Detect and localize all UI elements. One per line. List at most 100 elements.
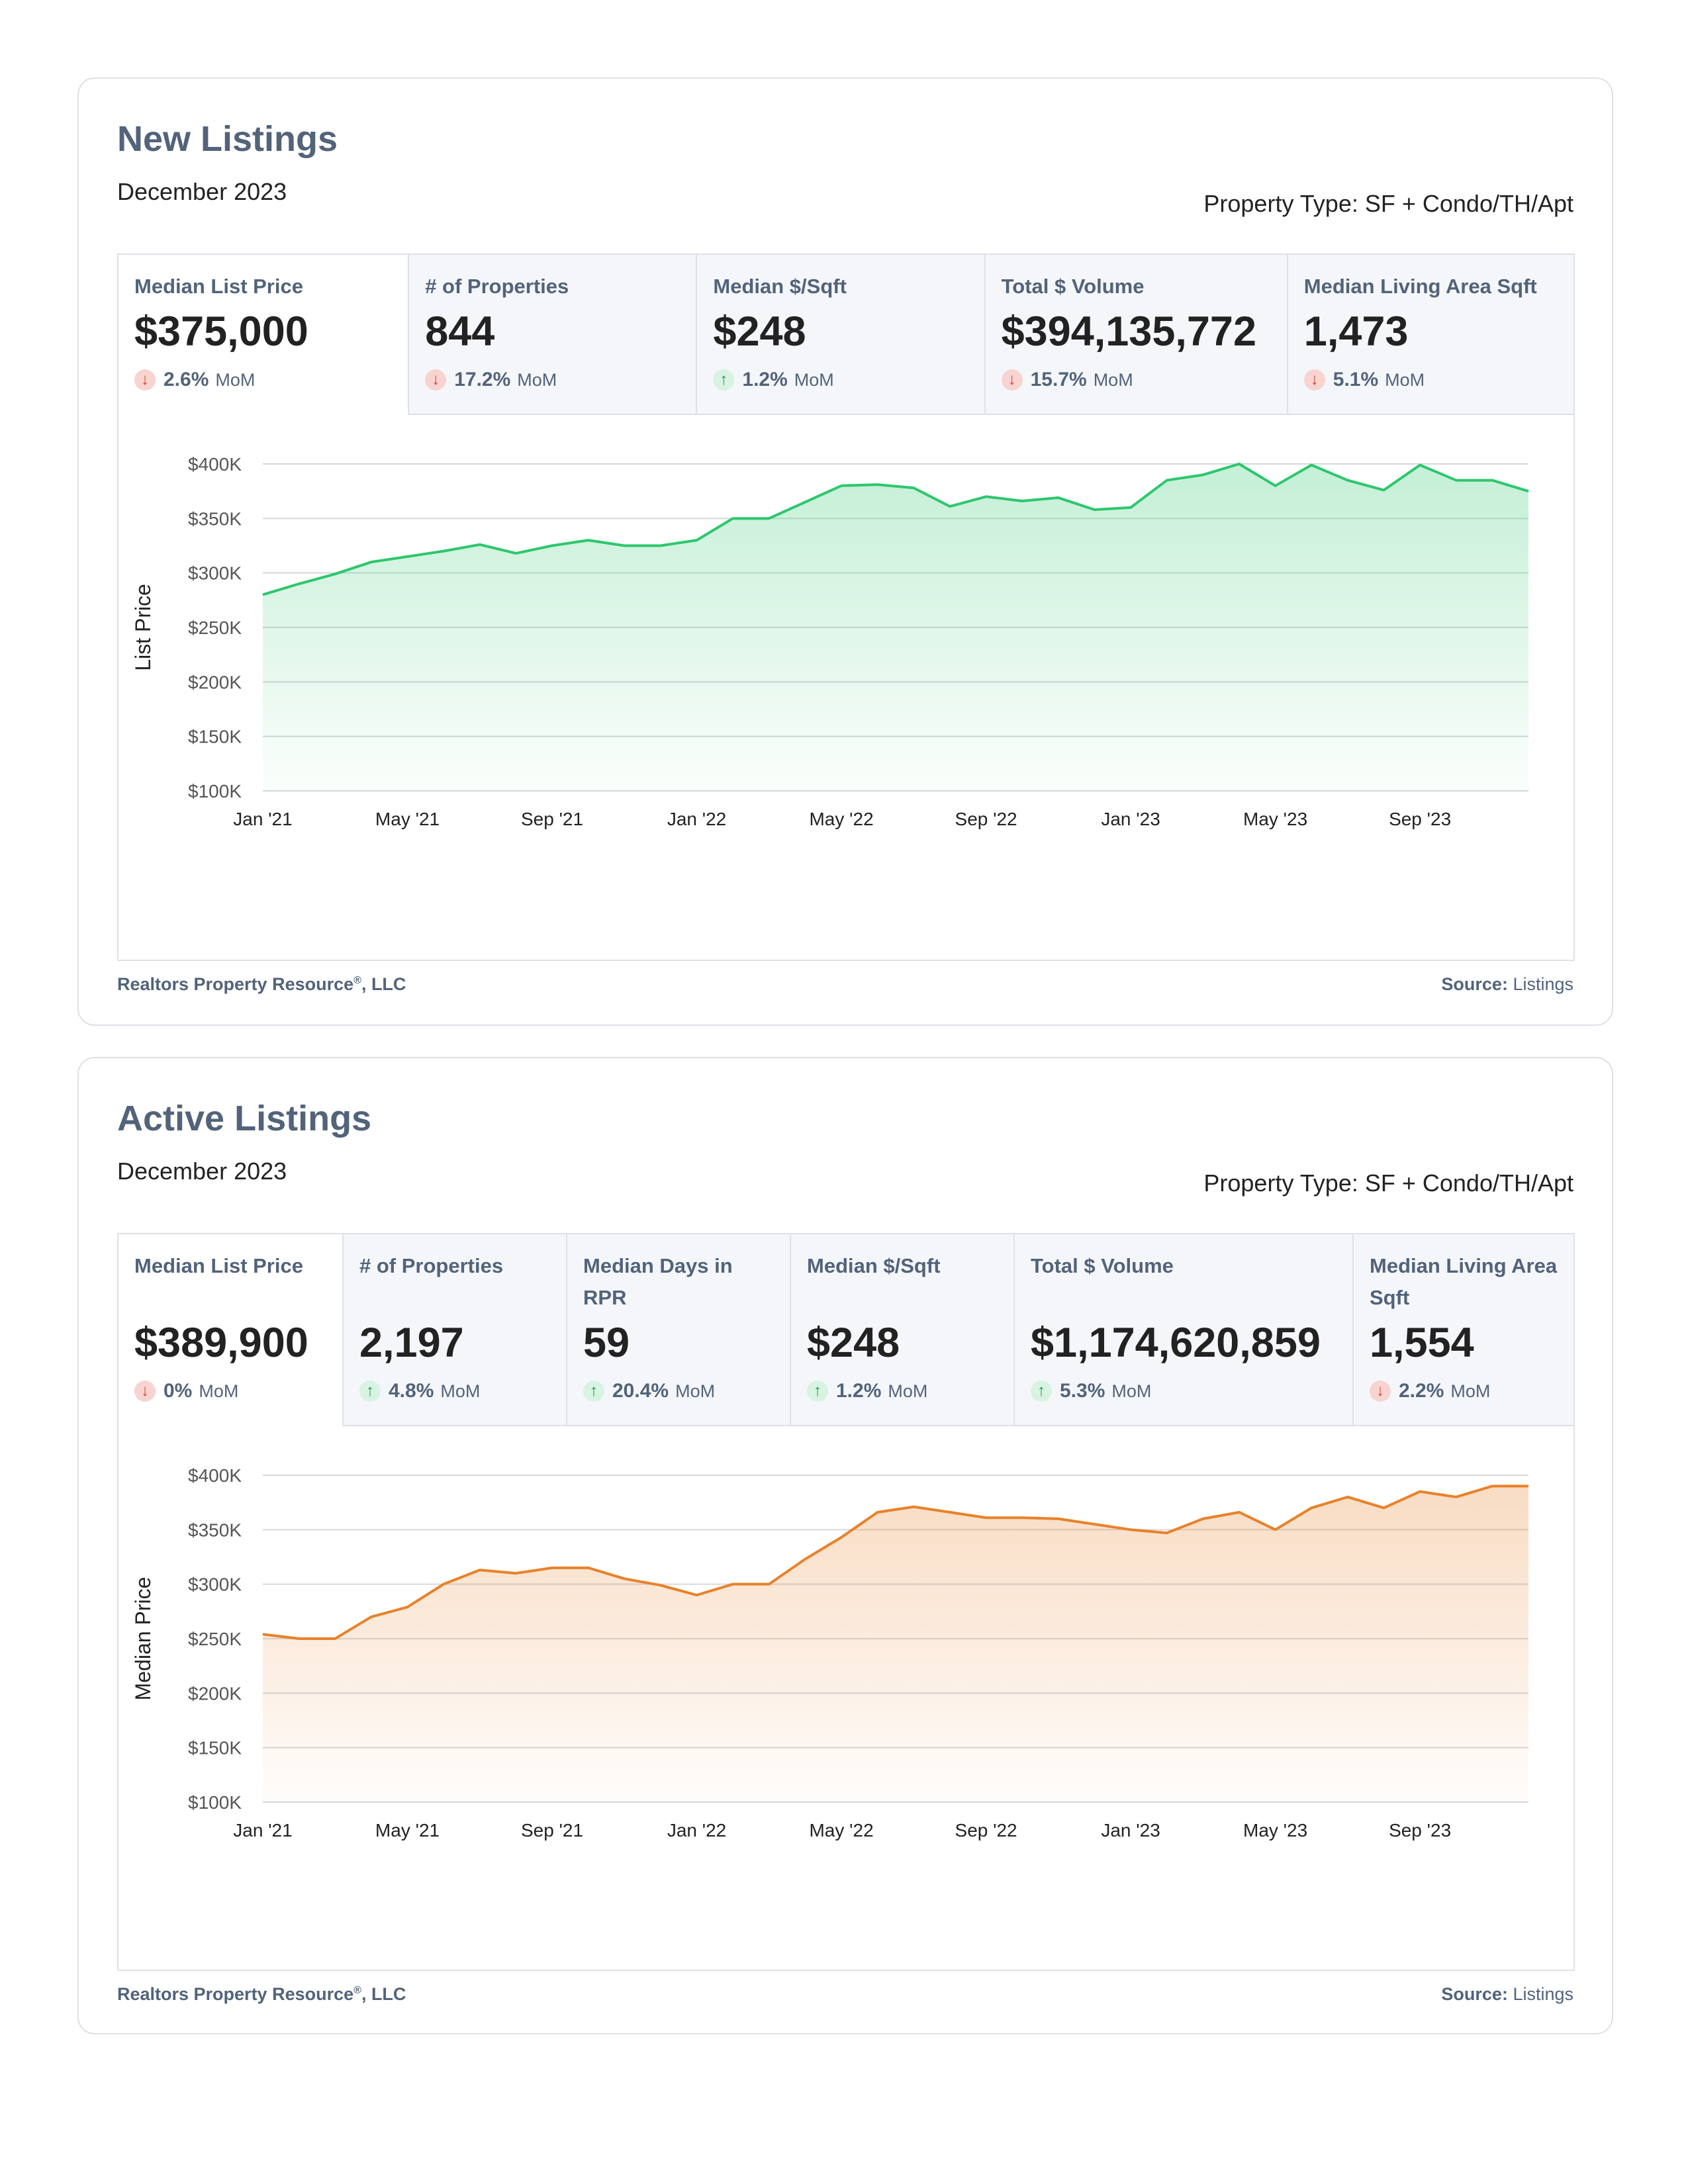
x-tick-label: Sep '22: [955, 809, 1017, 829]
change-period: MoM: [199, 1381, 239, 1401]
tab-change: ↓ 5.1% MoM: [1303, 369, 1425, 391]
tab-change: ↑ 1.2% MoM: [713, 369, 834, 391]
series-line: [262, 1484, 1528, 1640]
source-value: Listings: [1513, 974, 1573, 994]
series-area: [263, 464, 1528, 791]
data-point: [1526, 1483, 1531, 1488]
tab-median-price-sqft[interactable]: Median $/Sqft $248 ↑ 1.2% MoM: [696, 255, 984, 415]
data-point: [369, 559, 374, 565]
data-point: [658, 1582, 663, 1588]
tab-median-price-sqft[interactable]: Median $/Sqft $248 ↑ 1.2% MoM: [790, 1234, 1013, 1426]
data-point: [839, 483, 844, 488]
data-point: [1056, 495, 1061, 500]
data-point: [1273, 483, 1278, 488]
x-tick-label: Jan '23: [1101, 809, 1160, 829]
x-tick-label: Jan '21: [233, 809, 292, 829]
tab-change: ↓ 2.6% MoM: [134, 369, 255, 391]
arrow-down-icon: ↓: [134, 369, 156, 390]
tab-label: # of Properties: [425, 275, 569, 298]
change-percent: 5.3%: [1060, 1380, 1105, 1402]
data-point: [984, 494, 989, 499]
tab-median-living-area[interactable]: Median Living Area Sqft 1,554 ↓ 2.2% MoM: [1352, 1234, 1573, 1426]
tab-total-volume[interactable]: Total $ Volume $394,135,772 ↓ 15.7% MoM: [984, 255, 1287, 415]
data-point: [586, 537, 591, 543]
chart-panel: Median List Price $389,900 ↓ 0% MoM # of…: [117, 1233, 1575, 1971]
data-point: [1164, 1530, 1170, 1535]
y-tick-label: $100K: [188, 781, 242, 801]
arrow-up-icon: ↑: [583, 1381, 604, 1402]
data-point: [767, 1582, 772, 1587]
x-tick-label: May '23: [1243, 809, 1307, 829]
tab-num-properties[interactable]: # of Properties 844 ↓ 17.2% MoM: [408, 255, 696, 415]
data-point: [1128, 1527, 1133, 1532]
data-point: [730, 516, 735, 521]
data-point: [1237, 461, 1242, 467]
tab-change: ↓ 17.2% MoM: [425, 369, 557, 391]
x-tick-label: Jan '23: [1101, 1820, 1160, 1841]
tab-value: $394,135,772: [1001, 308, 1256, 355]
data-point: [441, 1582, 446, 1587]
property-type: Property Type: SF + Condo/TH/Apt: [1203, 190, 1573, 217]
change-percent: 4.8%: [389, 1380, 434, 1402]
footer-company: Realtors Property Resource®, LLC: [117, 974, 406, 995]
x-tick-label: Sep '23: [1389, 809, 1451, 829]
y-tick-label: $400K: [188, 454, 242, 475]
x-tick-label: Sep '21: [521, 809, 583, 829]
data-point: [694, 537, 700, 543]
data-point: [1489, 478, 1495, 483]
active-listings-card: Active Listings December 2023 Property T…: [77, 1057, 1613, 2034]
data-point: [1309, 463, 1314, 468]
arrow-down-icon: ↓: [134, 1381, 156, 1402]
data-point: [1417, 463, 1423, 468]
x-tick-label: Jan '21: [233, 1820, 292, 1841]
tab-num-properties[interactable]: # of Properties 2,197 ↑ 4.8% MoM: [342, 1234, 566, 1426]
tab-label: Total $ Volume: [1001, 275, 1145, 298]
data-point: [622, 1576, 627, 1581]
data-point: [694, 1592, 700, 1598]
data-point: [1381, 1505, 1386, 1510]
data-point: [1526, 488, 1531, 494]
arrow-up-icon: ↑: [1031, 1381, 1052, 1402]
new-listings-card: New Listings December 2023 Property Type…: [77, 77, 1613, 1026]
data-point: [1489, 1483, 1495, 1488]
tab-label: Total $ Volume: [1031, 1254, 1174, 1277]
registered-mark: ®: [353, 975, 361, 986]
data-point: [622, 543, 627, 549]
tab-median-days[interactable]: Median Days in RPR 59 ↑ 20.4% MoM: [566, 1234, 790, 1426]
x-tick-label: Sep '22: [955, 1820, 1017, 1841]
metric-tabs: Median List Price $375,000 ↓ 2.6% MoM # …: [118, 255, 1573, 415]
data-point: [1092, 507, 1097, 512]
tab-median-living-area[interactable]: Median Living Area Sqft 1,473 ↓ 5.1% MoM: [1286, 255, 1573, 415]
tab-label: Median $/Sqft: [713, 275, 847, 298]
tab-change: ↓ 15.7% MoM: [1001, 369, 1133, 391]
series-area: [263, 1486, 1528, 1802]
tab-change: ↓ 2.2% MoM: [1370, 1380, 1490, 1402]
data-point: [477, 542, 483, 547]
x-tick-label: May '22: [809, 1820, 873, 1841]
change-period: MoM: [440, 1381, 481, 1401]
data-point: [405, 554, 410, 559]
data-point: [1454, 478, 1459, 483]
tab-total-volume[interactable]: Total $ Volume $1,174,620,859 ↑ 5.3% MoM: [1013, 1234, 1352, 1426]
data-point: [513, 1570, 518, 1576]
change-period: MoM: [1093, 369, 1133, 390]
change-period: MoM: [1385, 369, 1425, 390]
change-period: MoM: [794, 369, 834, 390]
data-point: [730, 1582, 735, 1587]
arrow-down-icon: ↓: [425, 369, 447, 390]
change-percent: 1.2%: [742, 369, 788, 390]
data-point: [297, 581, 302, 586]
chart-panel: Median List Price $375,000 ↓ 2.6% MoM # …: [117, 253, 1575, 961]
footer-company: Realtors Property Resource®, LLC: [117, 1984, 406, 2005]
tab-median-list-price[interactable]: Median List Price $389,900 ↓ 0% MoM: [118, 1234, 342, 1426]
data-point: [260, 592, 265, 598]
change-period: MoM: [675, 1381, 716, 1401]
data-point: [1092, 1522, 1097, 1527]
registered-mark: ®: [353, 1985, 361, 1996]
tab-median-list-price[interactable]: Median List Price $375,000 ↓ 2.6% MoM: [118, 255, 408, 415]
data-point: [260, 1631, 265, 1637]
source-label: Source:: [1441, 974, 1508, 994]
x-tick-label: May '23: [1243, 1820, 1307, 1841]
tab-value: 2,197: [359, 1320, 464, 1366]
data-point: [441, 549, 446, 554]
